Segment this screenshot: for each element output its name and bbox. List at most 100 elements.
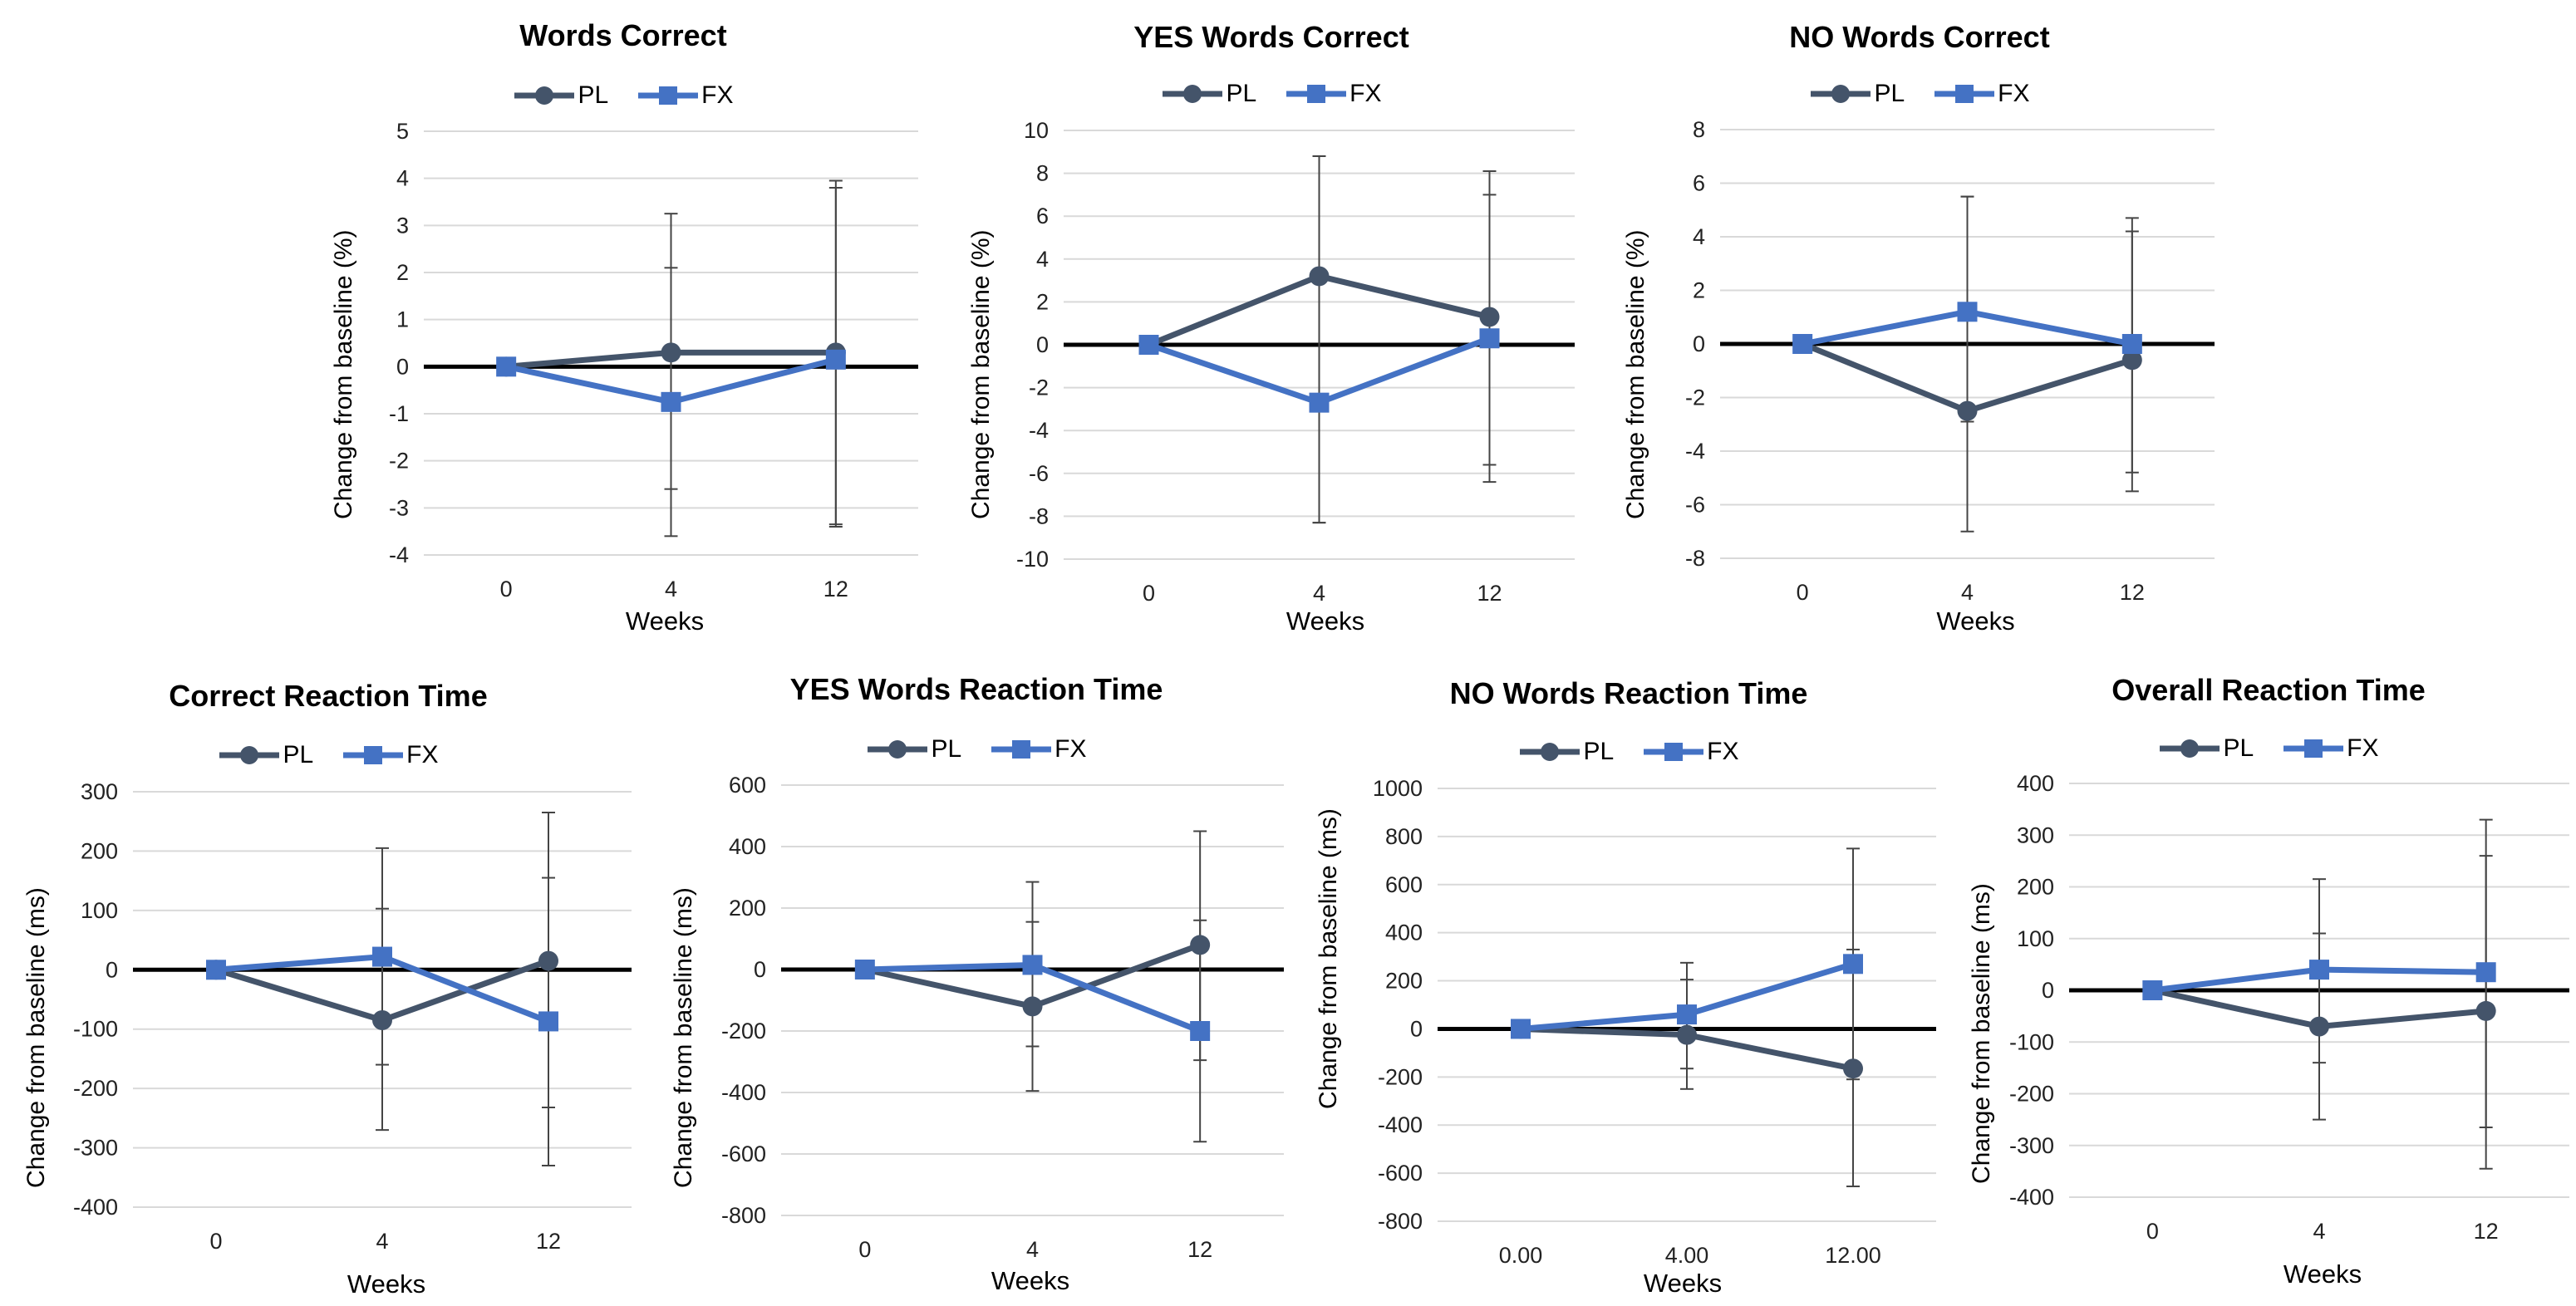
legend-label-pl: PL	[283, 741, 314, 768]
chart-title: Words Correct	[519, 18, 727, 52]
data-point-pl	[1957, 400, 1978, 421]
data-point-pl	[1677, 1024, 1697, 1045]
data-point-fx	[1138, 335, 1159, 355]
y-tick-label: -200	[1378, 1064, 1423, 1089]
x-tick-label: 12	[536, 1229, 561, 1254]
data-point-fx	[1309, 392, 1330, 413]
y-axis-label: Change from baseline (ms)	[1315, 808, 1342, 1109]
y-tick-label: 200	[81, 838, 118, 863]
legend-marker-fx	[2283, 739, 2344, 758]
data-point-fx	[372, 946, 392, 967]
data-point-fx	[2309, 960, 2329, 980]
x-tick-label: 12	[2474, 1219, 2499, 1244]
legend-label-fx: FX	[2347, 734, 2379, 762]
data-point-pl	[1022, 996, 1043, 1017]
y-tick-label: 0	[2042, 978, 2054, 1003]
y-tick-label: 2	[396, 260, 409, 285]
y-tick-label: -6	[1685, 493, 1705, 518]
y-tick-label: -2	[1685, 385, 1705, 410]
y-tick-label: -200	[73, 1076, 118, 1101]
x-axis-label: Weeks	[625, 606, 705, 636]
data-point-pl	[661, 342, 681, 363]
y-tick-label: -200	[721, 1019, 766, 1043]
x-tick-label: 12	[1477, 581, 1502, 606]
y-tick-label: 0	[754, 957, 766, 982]
x-tick-label: 4	[376, 1229, 388, 1254]
y-tick-label: 0	[1036, 332, 1049, 357]
legend-item-fx: FX	[342, 741, 439, 769]
y-tick-label: -400	[73, 1195, 118, 1220]
chart-no-words-correct: NO Words Correct PL FX -8 -6 -4 -2 0 2 4 6 8 0 4 12…	[1604, 8, 2235, 648]
data-point-pl	[2309, 1016, 2329, 1037]
legend-item-fx: FX	[1285, 80, 1382, 108]
y-tick-label: -600	[721, 1142, 766, 1166]
y-tick-label: 5	[396, 119, 409, 144]
y-tick-label: -400	[1378, 1112, 1423, 1137]
legend-marker-pl	[1163, 85, 1223, 103]
x-tick-label: 0	[209, 1229, 222, 1254]
y-tick-label: 300	[2017, 822, 2054, 847]
plot-area: -800 -600 -400 -200 0 200 400 600 0 4 12	[721, 773, 1284, 1262]
y-tick-label: 200	[2017, 875, 2054, 900]
legend-label-fx: FX	[1998, 80, 2030, 107]
legend-item-pl: PL	[2158, 734, 2254, 763]
y-tick-label: 600	[1385, 872, 1423, 897]
x-tick-label: 12	[1187, 1237, 1212, 1262]
y-tick-label: 8	[1693, 117, 1705, 142]
y-tick-label: 10	[1024, 118, 1049, 143]
x-tick-label: 0	[500, 577, 513, 601]
y-tick-label: -100	[2009, 1029, 2054, 1054]
data-point-pl	[538, 950, 558, 971]
legend-label-fx: FX	[1707, 738, 1739, 765]
y-tick-label: -4	[1685, 439, 1705, 464]
y-tick-label: 4	[1693, 224, 1705, 249]
y-axis-label: Change from baseline (%)	[330, 229, 357, 519]
y-tick-label: 8	[1036, 161, 1049, 186]
y-tick-label: -2	[1029, 376, 1049, 400]
y-tick-label: 2	[1693, 278, 1705, 303]
x-tick-label: 4	[1026, 1237, 1039, 1262]
plot-area: -8 -6 -4 -2 0 2 4 6 8 0 4 12	[1685, 117, 2215, 605]
x-tick-label: 4	[1313, 581, 1325, 606]
legend: PL FX	[1604, 80, 2235, 108]
legend-item-pl: PL	[513, 81, 608, 110]
data-point-fx	[1677, 1004, 1697, 1025]
data-point-fx	[1957, 302, 1978, 322]
legend: PL FX	[656, 735, 1296, 763]
x-axis-label: Weeks	[2283, 1259, 2362, 1289]
y-tick-label: -6	[1029, 461, 1049, 486]
legend-marker-pl	[1811, 85, 1871, 103]
y-tick-label: -300	[2009, 1133, 2054, 1158]
y-tick-label: -1	[389, 401, 409, 426]
data-point-fx	[1792, 334, 1813, 354]
x-tick-label: 4	[665, 577, 677, 601]
legend-item-pl: PL	[1809, 80, 1905, 108]
y-tick-label: -8	[1029, 503, 1049, 528]
x-tick-label: 4.00	[1665, 1243, 1709, 1268]
y-tick-label: -400	[2009, 1185, 2054, 1210]
plot-area: -10 -8 -6 -4 -2 0 2 4 6 8 10 0 4 12	[1016, 118, 1575, 606]
data-point-fx	[496, 356, 517, 377]
legend-marker-pl	[1520, 743, 1581, 761]
y-tick-label: 100	[2017, 926, 2054, 951]
data-point-fx	[206, 960, 226, 980]
data-point-pl	[1479, 307, 1500, 327]
legend-marker-fx	[638, 86, 699, 105]
plot-area: -400 -300 -200 -100 0 100 200 300 400 0 4 12	[2009, 771, 2569, 1244]
legend-label-pl: PL	[578, 81, 609, 109]
chart-words-correct: Words Correct PL FX -4 -3 -2 -1 0 1 2 3 4 5 0 4 12 C…	[307, 8, 939, 648]
legend-item-fx: FX	[1642, 738, 1739, 766]
chart-title: YES Words Correct	[1133, 20, 1409, 54]
chart-title: Correct Reaction Time	[169, 679, 488, 713]
legend: PL FX	[1961, 734, 2576, 763]
y-tick-label: -8	[1685, 546, 1705, 571]
x-tick-label: 12.00	[1825, 1243, 1881, 1268]
data-point-pl	[2121, 350, 2142, 371]
y-tick-label: 0	[396, 354, 409, 379]
y-tick-label: -800	[721, 1203, 766, 1228]
x-axis-label: Weeks	[1286, 606, 1365, 636]
x-tick-label: 0	[858, 1237, 871, 1262]
data-point-fx	[854, 960, 875, 980]
legend-marker-pl	[219, 746, 280, 764]
